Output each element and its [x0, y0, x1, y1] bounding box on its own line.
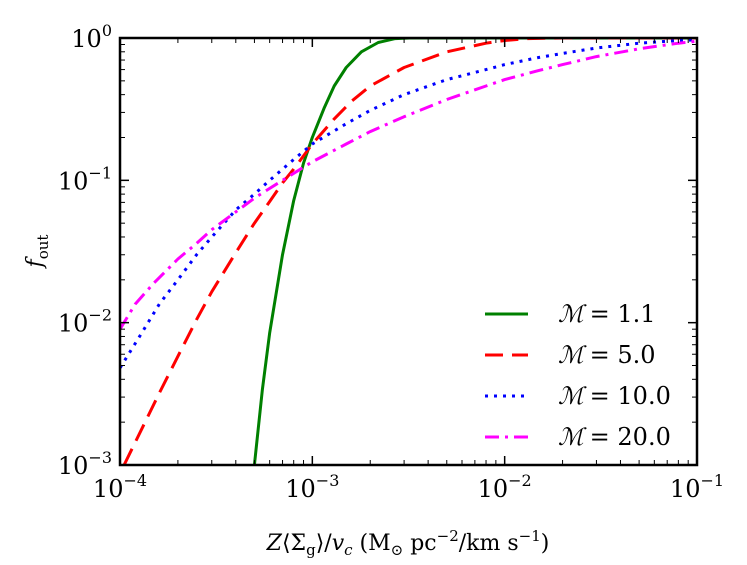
series-line-2: [120, 38, 697, 369]
legend-label-2: ℳ = 10.0: [558, 382, 671, 410]
series-line-3: [120, 39, 697, 330]
x-tick-label-1: 10−3: [285, 471, 339, 503]
legend-label-3: ℳ = 20.0: [558, 423, 671, 451]
x-tick-label-0: 10−4: [93, 471, 147, 503]
y-tick-label-2: 10−1: [58, 163, 112, 195]
legend: ℳ = 1.1 ℳ = 5.0 ℳ = 10.0 ℳ = 20.0: [485, 300, 671, 451]
plot-frame: [118, 36, 699, 467]
y-tick-label-1: 10−2: [58, 306, 112, 338]
y-tick-label-3: 100: [71, 21, 112, 53]
y-tick-label-0: 10−3: [58, 448, 112, 480]
legend-label-1: ℳ = 5.0: [558, 341, 656, 369]
series-line-1: [122, 38, 697, 465]
x-tick-label-3: 10−1: [670, 471, 724, 503]
x-axis-label: Z⟨Σg⟩/vc (M⊙ pc−2/km s−1): [266, 527, 550, 559]
x-tick-label-2: 10−2: [478, 471, 532, 503]
legend-label-0: ℳ = 1.1: [558, 300, 656, 328]
